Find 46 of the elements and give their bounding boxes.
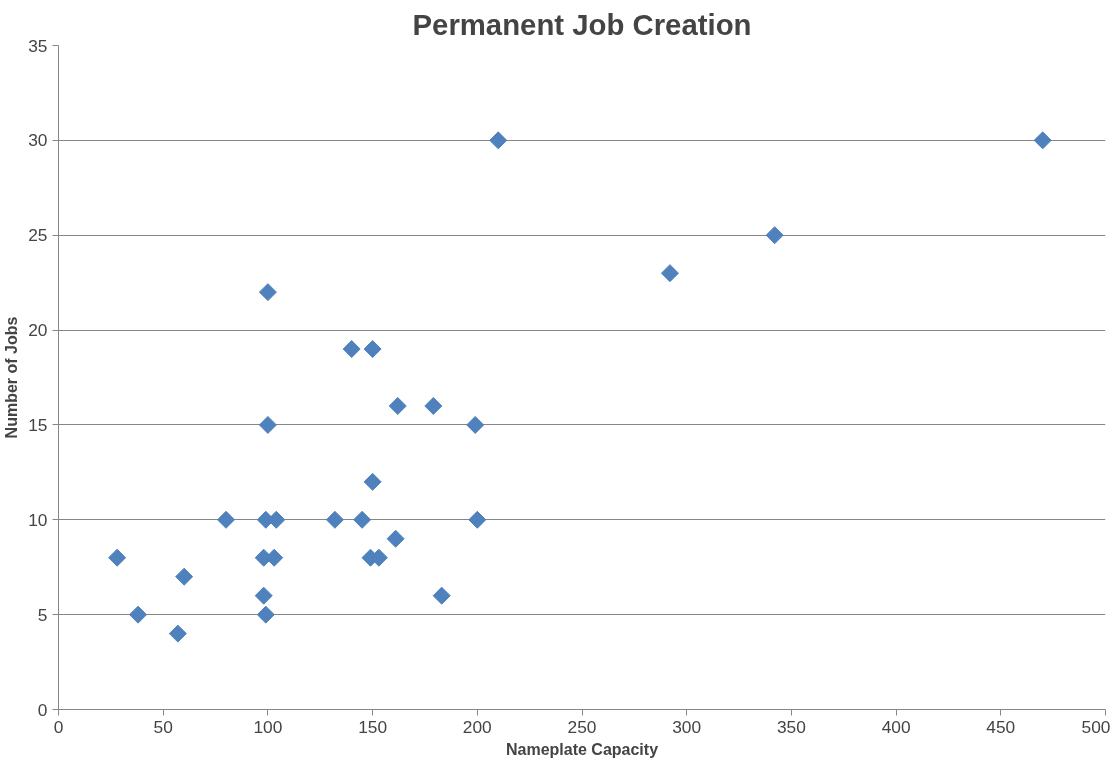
x-tick-label: 450 xyxy=(986,716,1016,737)
point xyxy=(388,396,407,415)
point xyxy=(363,340,382,359)
point xyxy=(108,548,127,567)
y-tick-label: 0 xyxy=(37,699,48,720)
x-tick-label: 0 xyxy=(53,716,64,737)
x-tick-label: 200 xyxy=(462,716,492,737)
point xyxy=(258,283,277,302)
y-tick-label: 20 xyxy=(28,320,48,341)
point xyxy=(256,605,275,624)
y-tick-label: 30 xyxy=(28,130,48,151)
y-tick-label: 25 xyxy=(28,225,48,246)
chart-title: Permanent Job Creation xyxy=(412,7,752,41)
point xyxy=(386,529,405,548)
x-tick-label: 300 xyxy=(672,716,702,737)
point xyxy=(258,415,277,434)
x-tick-label: 350 xyxy=(776,716,806,737)
point xyxy=(353,510,372,529)
x-tick-label: 400 xyxy=(881,716,911,737)
point xyxy=(1033,131,1052,150)
point xyxy=(432,586,451,605)
point xyxy=(254,586,273,605)
y-tick-label: 5 xyxy=(37,604,48,625)
y-tick-label: 10 xyxy=(28,509,48,530)
point xyxy=(342,340,361,359)
point xyxy=(217,510,236,529)
point xyxy=(168,624,187,643)
x-tick-label: 50 xyxy=(153,716,173,737)
point xyxy=(466,415,485,434)
x-tick-label: 100 xyxy=(253,716,283,737)
x-axis-title: Nameplate Capacity xyxy=(505,740,659,758)
y-tick-label: 15 xyxy=(28,414,48,435)
x-tick-label: 250 xyxy=(567,716,597,737)
point xyxy=(129,605,148,624)
point xyxy=(363,472,382,491)
x-tick-label: 150 xyxy=(358,716,388,737)
x-tick-label: 500 xyxy=(1081,716,1111,737)
point xyxy=(765,226,784,245)
point xyxy=(468,510,487,529)
point xyxy=(660,264,679,283)
point xyxy=(489,131,508,150)
y-tick-label: 35 xyxy=(28,35,48,56)
y-axis-title: Number of Jobs xyxy=(3,316,21,439)
point xyxy=(325,510,344,529)
point xyxy=(424,396,443,415)
point xyxy=(175,567,194,586)
